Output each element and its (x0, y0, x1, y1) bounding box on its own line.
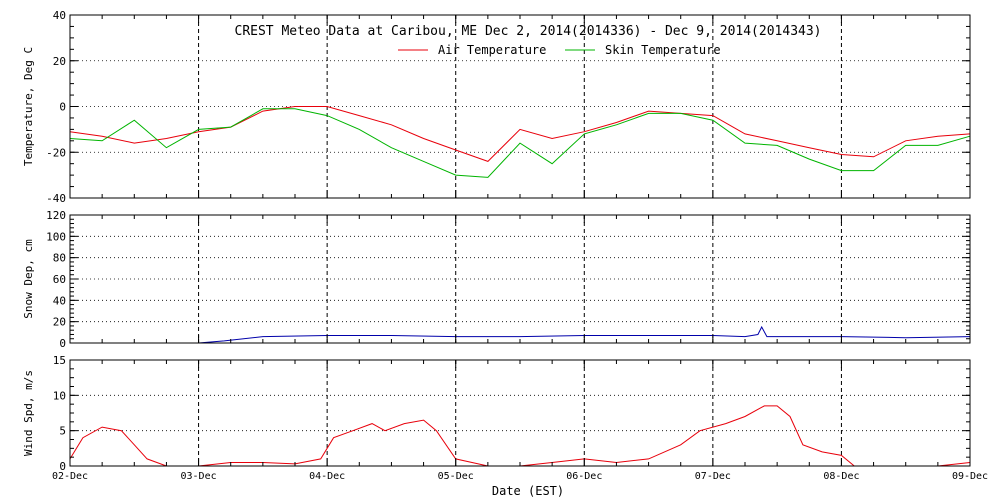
y-tick-label: 20 (53, 316, 66, 329)
y-tick-label: 40 (53, 9, 66, 22)
x-tick-label: 02-Dec (52, 471, 88, 482)
y-tick-label: 60 (53, 273, 66, 286)
y-tick-label: 100 (46, 230, 66, 243)
y-tick-label: -40 (46, 192, 66, 205)
y-axis-label: Wind Spd, m/s (22, 370, 35, 456)
y-tick-label: 5 (59, 425, 66, 438)
y-tick-label: 40 (53, 294, 66, 307)
x-tick-label: 08-Dec (823, 471, 859, 482)
y-tick-label: 0 (59, 460, 66, 473)
series-layer (69, 106, 971, 467)
x-tick-label: 03-Dec (181, 471, 217, 482)
chart-title: CREST Meteo Data at Caribou, ME Dec 2, 2… (235, 24, 822, 39)
axes-layer (69, 14, 971, 467)
legend-label: Skin Temperature (605, 43, 721, 57)
x-tick-label: 05-Dec (438, 471, 474, 482)
y-axis-label: Temperature, Deg C (22, 47, 35, 166)
x-tick-label: 04-Dec (309, 471, 345, 482)
y-tick-label: 120 (46, 209, 66, 222)
grid-layer (70, 15, 970, 466)
y-tick-label: -20 (46, 146, 66, 159)
panel-frame (69, 359, 971, 467)
y-tick-label: 20 (53, 55, 66, 68)
x-tick-label: 07-Dec (695, 471, 731, 482)
air-temperature-series-line (69, 106, 971, 162)
x-tick-label: 06-Dec (566, 471, 602, 482)
x-tick-label: 09-Dec (952, 471, 988, 482)
legend-label: Air Temperature (438, 43, 546, 57)
y-tick-label: 0 (59, 101, 66, 114)
panel-2-series-line (69, 405, 971, 467)
text-layer: CREST Meteo Data at Caribou, ME Dec 2, 2… (22, 9, 988, 498)
y-tick-label: 15 (53, 354, 66, 367)
y-tick-label: 0 (59, 337, 66, 350)
y-tick-label: 80 (53, 252, 66, 265)
skin-temperature-series-line (69, 108, 971, 178)
x-axis-label: Date (EST) (492, 484, 564, 498)
y-axis-label: Snow Dep, cm (22, 239, 35, 319)
y-tick-label: 10 (53, 389, 66, 402)
